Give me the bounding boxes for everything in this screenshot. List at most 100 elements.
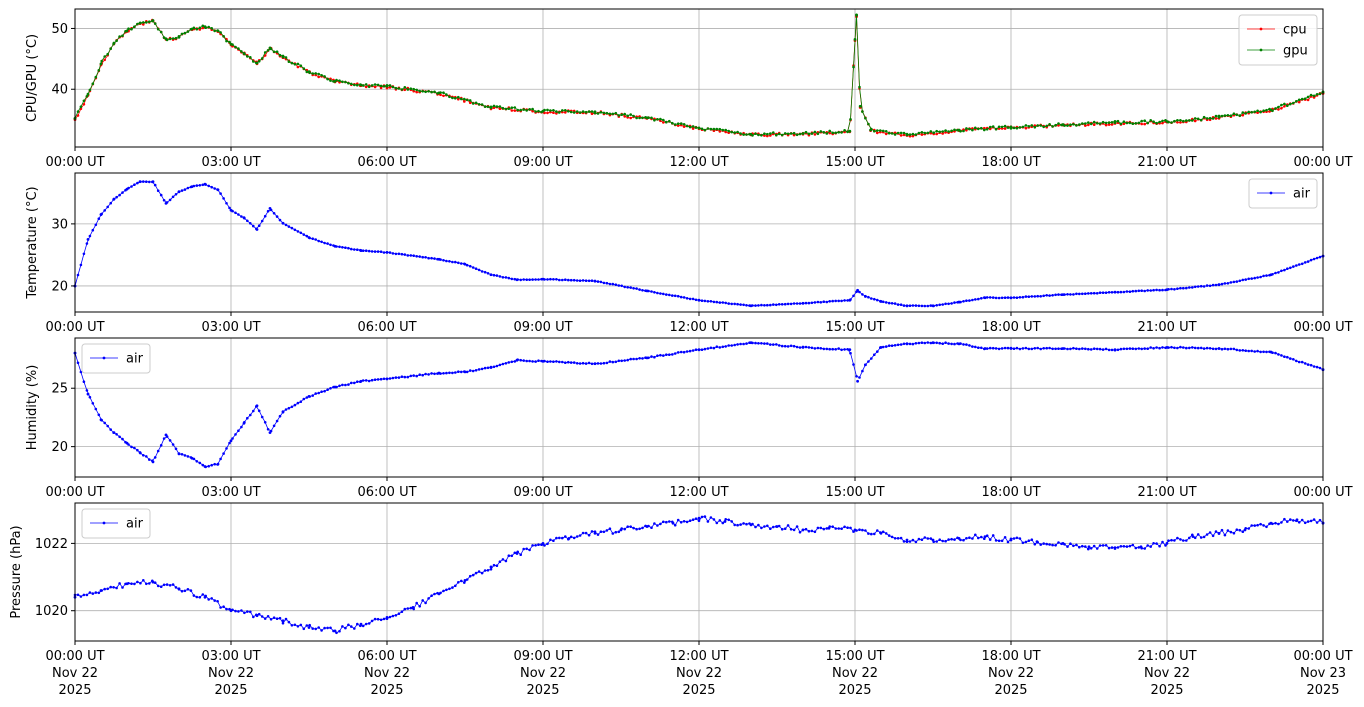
data-point [263, 54, 267, 57]
data-point [783, 132, 787, 135]
data-point [825, 132, 829, 135]
data-point [463, 100, 466, 103]
data-point [130, 582, 133, 585]
data-point [213, 29, 216, 33]
data-point [1101, 544, 1105, 547]
data-point [920, 131, 924, 134]
data-point [749, 304, 753, 308]
data-point [1039, 295, 1042, 298]
data-point [671, 294, 674, 297]
data-point [1061, 123, 1065, 126]
data-point [715, 127, 719, 131]
data-point [460, 579, 463, 583]
data-point [531, 107, 534, 111]
data-point [1149, 346, 1152, 349]
data-point [148, 20, 151, 24]
data-point [1292, 101, 1295, 105]
data-point [769, 134, 772, 137]
x-tick-label: 00:00 UT [1293, 320, 1352, 335]
data-point [213, 462, 216, 466]
data-point [837, 527, 840, 530]
data-point [148, 458, 151, 461]
data-point [1003, 127, 1007, 130]
data-point [974, 533, 977, 537]
data-point [153, 183, 157, 187]
data-point [668, 293, 671, 297]
data-point [1202, 535, 1206, 539]
data-point [1158, 544, 1161, 548]
data-point [133, 582, 136, 586]
data-point [1220, 347, 1224, 351]
data-point [400, 610, 404, 613]
data-point [338, 384, 341, 388]
data-point [801, 528, 805, 532]
data-point [1054, 293, 1057, 297]
data-point [754, 132, 757, 135]
data-point [1061, 293, 1065, 297]
legend: air [1248, 178, 1318, 209]
data-point [947, 302, 950, 306]
data-point [980, 126, 983, 130]
data-point [561, 360, 564, 364]
data-point [769, 303, 772, 307]
data-point [700, 348, 704, 352]
data-point [382, 617, 386, 621]
data-point [1208, 116, 1212, 120]
data-point [136, 181, 139, 185]
data-point [1309, 363, 1313, 367]
data-point [1072, 123, 1075, 126]
data-point [130, 185, 133, 188]
data-point [1214, 114, 1218, 118]
data-point [780, 344, 784, 348]
data-point [1303, 97, 1307, 100]
data-point [85, 389, 89, 392]
data-point [1003, 536, 1007, 539]
data-point [460, 370, 463, 374]
data-point [950, 129, 953, 133]
data-point [997, 125, 1001, 129]
data-point [931, 538, 935, 542]
data-point [403, 86, 407, 89]
data-point [584, 362, 588, 365]
data-point [501, 276, 505, 279]
data-point [240, 425, 243, 429]
data-point [635, 357, 638, 361]
data-point [168, 584, 172, 587]
data-point [789, 528, 793, 531]
legend-label: cpu [1283, 23, 1307, 38]
data-point [849, 526, 852, 530]
data-point [619, 528, 623, 532]
data-point [641, 357, 644, 360]
data-point [843, 525, 846, 529]
x-tick-label: 18:00 UT [981, 320, 1040, 335]
data-point [926, 304, 930, 308]
data-point [712, 346, 716, 350]
data-point [412, 87, 416, 91]
data-point [495, 105, 499, 108]
data-point [424, 90, 427, 94]
data-point [1220, 528, 1224, 532]
data-point [1125, 347, 1129, 351]
data-point [195, 460, 199, 463]
data-point [483, 569, 487, 572]
data-point [388, 84, 392, 87]
data-point [1256, 276, 1259, 279]
data-point [379, 377, 383, 381]
data-point [623, 527, 626, 531]
data-point [118, 193, 121, 197]
data-point [1137, 546, 1141, 549]
data-point [1193, 119, 1197, 123]
data-point [504, 107, 508, 111]
data-point [1021, 347, 1025, 350]
data-point [1226, 529, 1230, 532]
data-point [1116, 348, 1120, 352]
data-point [136, 448, 139, 452]
data-point [88, 591, 92, 594]
data-point [465, 263, 469, 267]
data-point [219, 31, 222, 34]
data-point [742, 522, 745, 525]
data-point [1128, 347, 1132, 350]
data-point [486, 569, 490, 572]
data-point [1035, 540, 1039, 544]
data-point [736, 130, 739, 134]
